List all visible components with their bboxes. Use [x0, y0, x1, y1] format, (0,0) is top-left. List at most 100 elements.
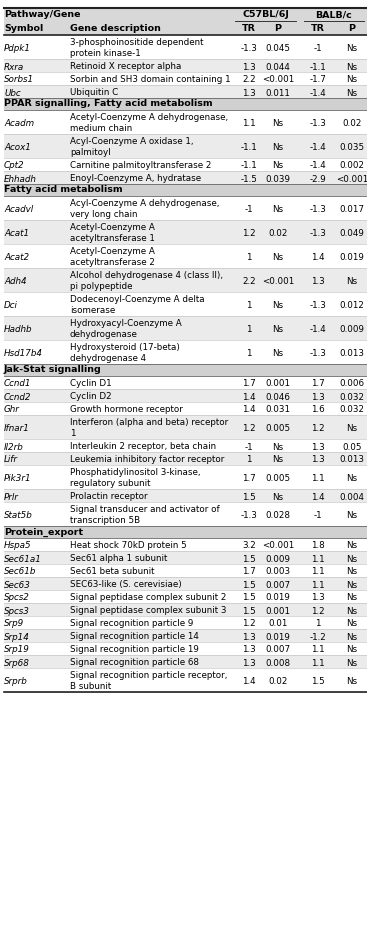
Text: 1: 1 [70, 429, 76, 438]
Text: 1.1: 1.1 [311, 581, 325, 589]
Text: 1.8: 1.8 [311, 541, 325, 551]
Text: Retinoid X receptor alpha: Retinoid X receptor alpha [70, 62, 181, 71]
Bar [4, 551, 367, 564]
Text: 0.019: 0.019 [339, 253, 364, 262]
Text: Ns: Ns [346, 44, 357, 53]
Text: Alcohol dehydrogenase 4 (class II),: Alcohol dehydrogenase 4 (class II), [70, 271, 223, 280]
Bar [4, 171, 367, 184]
Text: -1.7: -1.7 [309, 76, 326, 84]
Bar [4, 402, 367, 415]
Text: 1.2: 1.2 [311, 607, 325, 615]
Bar [4, 268, 367, 292]
Text: Il2rb: Il2rb [4, 442, 24, 452]
Text: 1.3: 1.3 [242, 645, 256, 654]
Bar [4, 72, 367, 85]
Text: Ns: Ns [346, 581, 357, 589]
Text: Ns: Ns [346, 511, 357, 520]
Bar [4, 35, 367, 59]
Text: Srp14: Srp14 [4, 632, 30, 641]
Text: Rxra: Rxra [4, 63, 24, 71]
Text: 0.019: 0.019 [266, 632, 290, 641]
Bar [4, 439, 367, 452]
Text: 0.02: 0.02 [342, 119, 362, 128]
Text: -2.9: -2.9 [310, 175, 326, 183]
Text: Hspa5: Hspa5 [4, 541, 32, 551]
Text: Ns: Ns [272, 119, 284, 128]
Text: 1.2: 1.2 [242, 424, 256, 433]
Text: Ns: Ns [272, 205, 284, 214]
Text: Symbol: Symbol [4, 24, 43, 33]
Text: medium chain: medium chain [70, 123, 132, 133]
Bar [4, 59, 367, 72]
Text: 0.002: 0.002 [339, 162, 364, 170]
Text: 0.032: 0.032 [339, 393, 364, 401]
Text: -1: -1 [245, 442, 253, 452]
Text: <0.001: <0.001 [262, 76, 294, 84]
Bar [4, 538, 367, 551]
Text: Ns: Ns [272, 455, 284, 465]
Bar [4, 134, 367, 158]
Text: Stat5b: Stat5b [4, 511, 33, 520]
Text: Enoyl-Coenzyme A, hydratase: Enoyl-Coenzyme A, hydratase [70, 174, 201, 183]
Text: acetyltransferase 2: acetyltransferase 2 [70, 258, 155, 266]
Text: -1.2: -1.2 [310, 632, 326, 641]
Text: 0.004: 0.004 [339, 493, 364, 501]
Bar [4, 489, 367, 502]
Text: 1: 1 [246, 325, 252, 334]
Text: Ns: Ns [346, 277, 357, 286]
Text: Ns: Ns [272, 442, 284, 452]
Text: 1: 1 [315, 620, 321, 628]
Text: -1.1: -1.1 [241, 162, 257, 170]
Text: -1.3: -1.3 [309, 119, 326, 128]
Text: Ubc: Ubc [4, 89, 21, 97]
Text: 1.5: 1.5 [242, 581, 256, 589]
Text: Acetyl-Coenzyme A dehydrogenase,: Acetyl-Coenzyme A dehydrogenase, [70, 113, 228, 122]
Text: Ns: Ns [346, 568, 357, 577]
Text: 1: 1 [246, 301, 252, 310]
Text: 3-phosphoinositide dependent: 3-phosphoinositide dependent [70, 38, 203, 48]
Bar [4, 452, 367, 465]
Text: palmitoyl: palmitoyl [70, 148, 110, 157]
Text: 0.039: 0.039 [265, 175, 291, 183]
Text: Acyl-Coenzyme A dehydrogenase,: Acyl-Coenzyme A dehydrogenase, [70, 199, 219, 209]
Text: Ns: Ns [346, 620, 357, 628]
Text: 0.001: 0.001 [265, 380, 291, 389]
Text: 1.5: 1.5 [242, 493, 256, 501]
Text: -1.4: -1.4 [310, 89, 326, 97]
Text: Ns: Ns [272, 349, 284, 358]
Text: 1.3: 1.3 [311, 442, 325, 452]
Text: Pdpk1: Pdpk1 [4, 44, 31, 53]
Text: Acyl-Coenzyme A oxidase 1,: Acyl-Coenzyme A oxidase 1, [70, 137, 193, 146]
Text: 1.7: 1.7 [242, 474, 256, 483]
Text: 0.009: 0.009 [265, 554, 291, 564]
Text: 1: 1 [246, 349, 252, 358]
Text: Ccnd2: Ccnd2 [4, 393, 32, 401]
Bar [4, 655, 367, 668]
Text: 0.05: 0.05 [342, 442, 362, 452]
Text: Sec61 beta subunit: Sec61 beta subunit [70, 567, 155, 576]
Text: Lifr: Lifr [4, 455, 18, 465]
Text: Srprb: Srprb [4, 677, 28, 686]
Text: Hydroxyacyl-Coenzyme A: Hydroxyacyl-Coenzyme A [70, 319, 182, 328]
Bar [4, 389, 367, 402]
Text: -1.1: -1.1 [310, 63, 326, 71]
Text: Sec61 alpha 1 subunit: Sec61 alpha 1 subunit [70, 554, 167, 563]
Text: dehydrogenase 4: dehydrogenase 4 [70, 353, 146, 363]
Text: Carnitine palmitoyltransferase 2: Carnitine palmitoyltransferase 2 [70, 161, 211, 170]
Text: B subunit: B subunit [70, 682, 111, 691]
Text: -1.3: -1.3 [309, 349, 326, 358]
Text: <0.001: <0.001 [262, 541, 294, 551]
Bar [4, 577, 367, 590]
Text: 1.7: 1.7 [242, 380, 256, 389]
Text: TR: TR [311, 24, 325, 33]
Text: Ns: Ns [346, 474, 357, 483]
Text: 1.1: 1.1 [242, 119, 256, 128]
Bar [4, 340, 367, 364]
Text: Ccnd1: Ccnd1 [4, 380, 32, 389]
Text: BALB/c: BALB/c [316, 10, 352, 19]
Text: protein kinase-1: protein kinase-1 [70, 49, 141, 58]
Text: 0.044: 0.044 [266, 63, 290, 71]
Bar [4, 220, 367, 244]
Bar [4, 158, 367, 171]
Text: transcription 5B: transcription 5B [70, 516, 140, 525]
